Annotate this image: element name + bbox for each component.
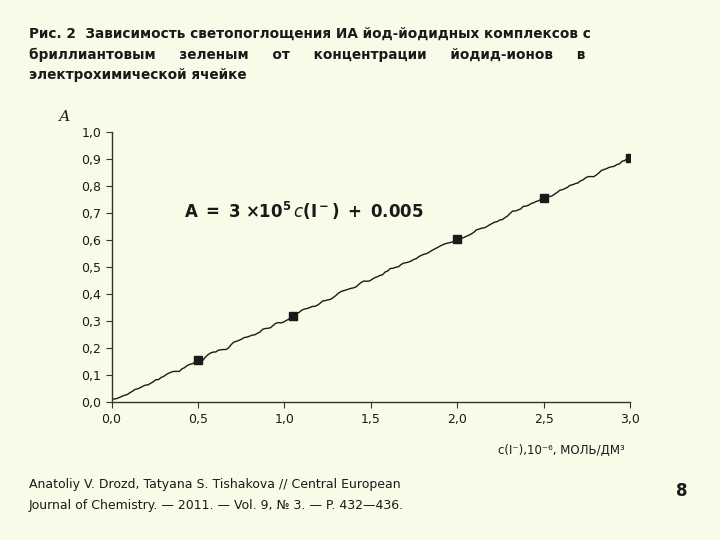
Text: А: А	[59, 110, 71, 124]
Text: с(I⁻),10⁻⁶, МОЛЬ/ДМ³: с(I⁻),10⁻⁶, МОЛЬ/ДМ³	[498, 444, 625, 457]
Text: Рис. 2  Зависимость светопоглощения ИА йод-йодидных комплексов с
бриллиантовым  : Рис. 2 Зависимость светопоглощения ИА йо…	[29, 27, 590, 82]
Text: $\mathbf{A\ =\ 3\ \mathbf{\times}10^{\mathbf{5}}\,\mathit{c}\mathbf{(I^-)}\ +\ 0: $\mathbf{A\ =\ 3\ \mathbf{\times}10^{\ma…	[184, 200, 424, 221]
Text: Anatoliy V. Drozd, Tatyana S. Tishakova // Central European: Anatoliy V. Drozd, Tatyana S. Tishakova …	[29, 478, 400, 491]
Text: Journal of Chemistry. — 2011. — Vol. 9, № 3. — P. 432—436.: Journal of Chemistry. — 2011. — Vol. 9, …	[29, 500, 404, 512]
Text: 8: 8	[676, 482, 688, 501]
